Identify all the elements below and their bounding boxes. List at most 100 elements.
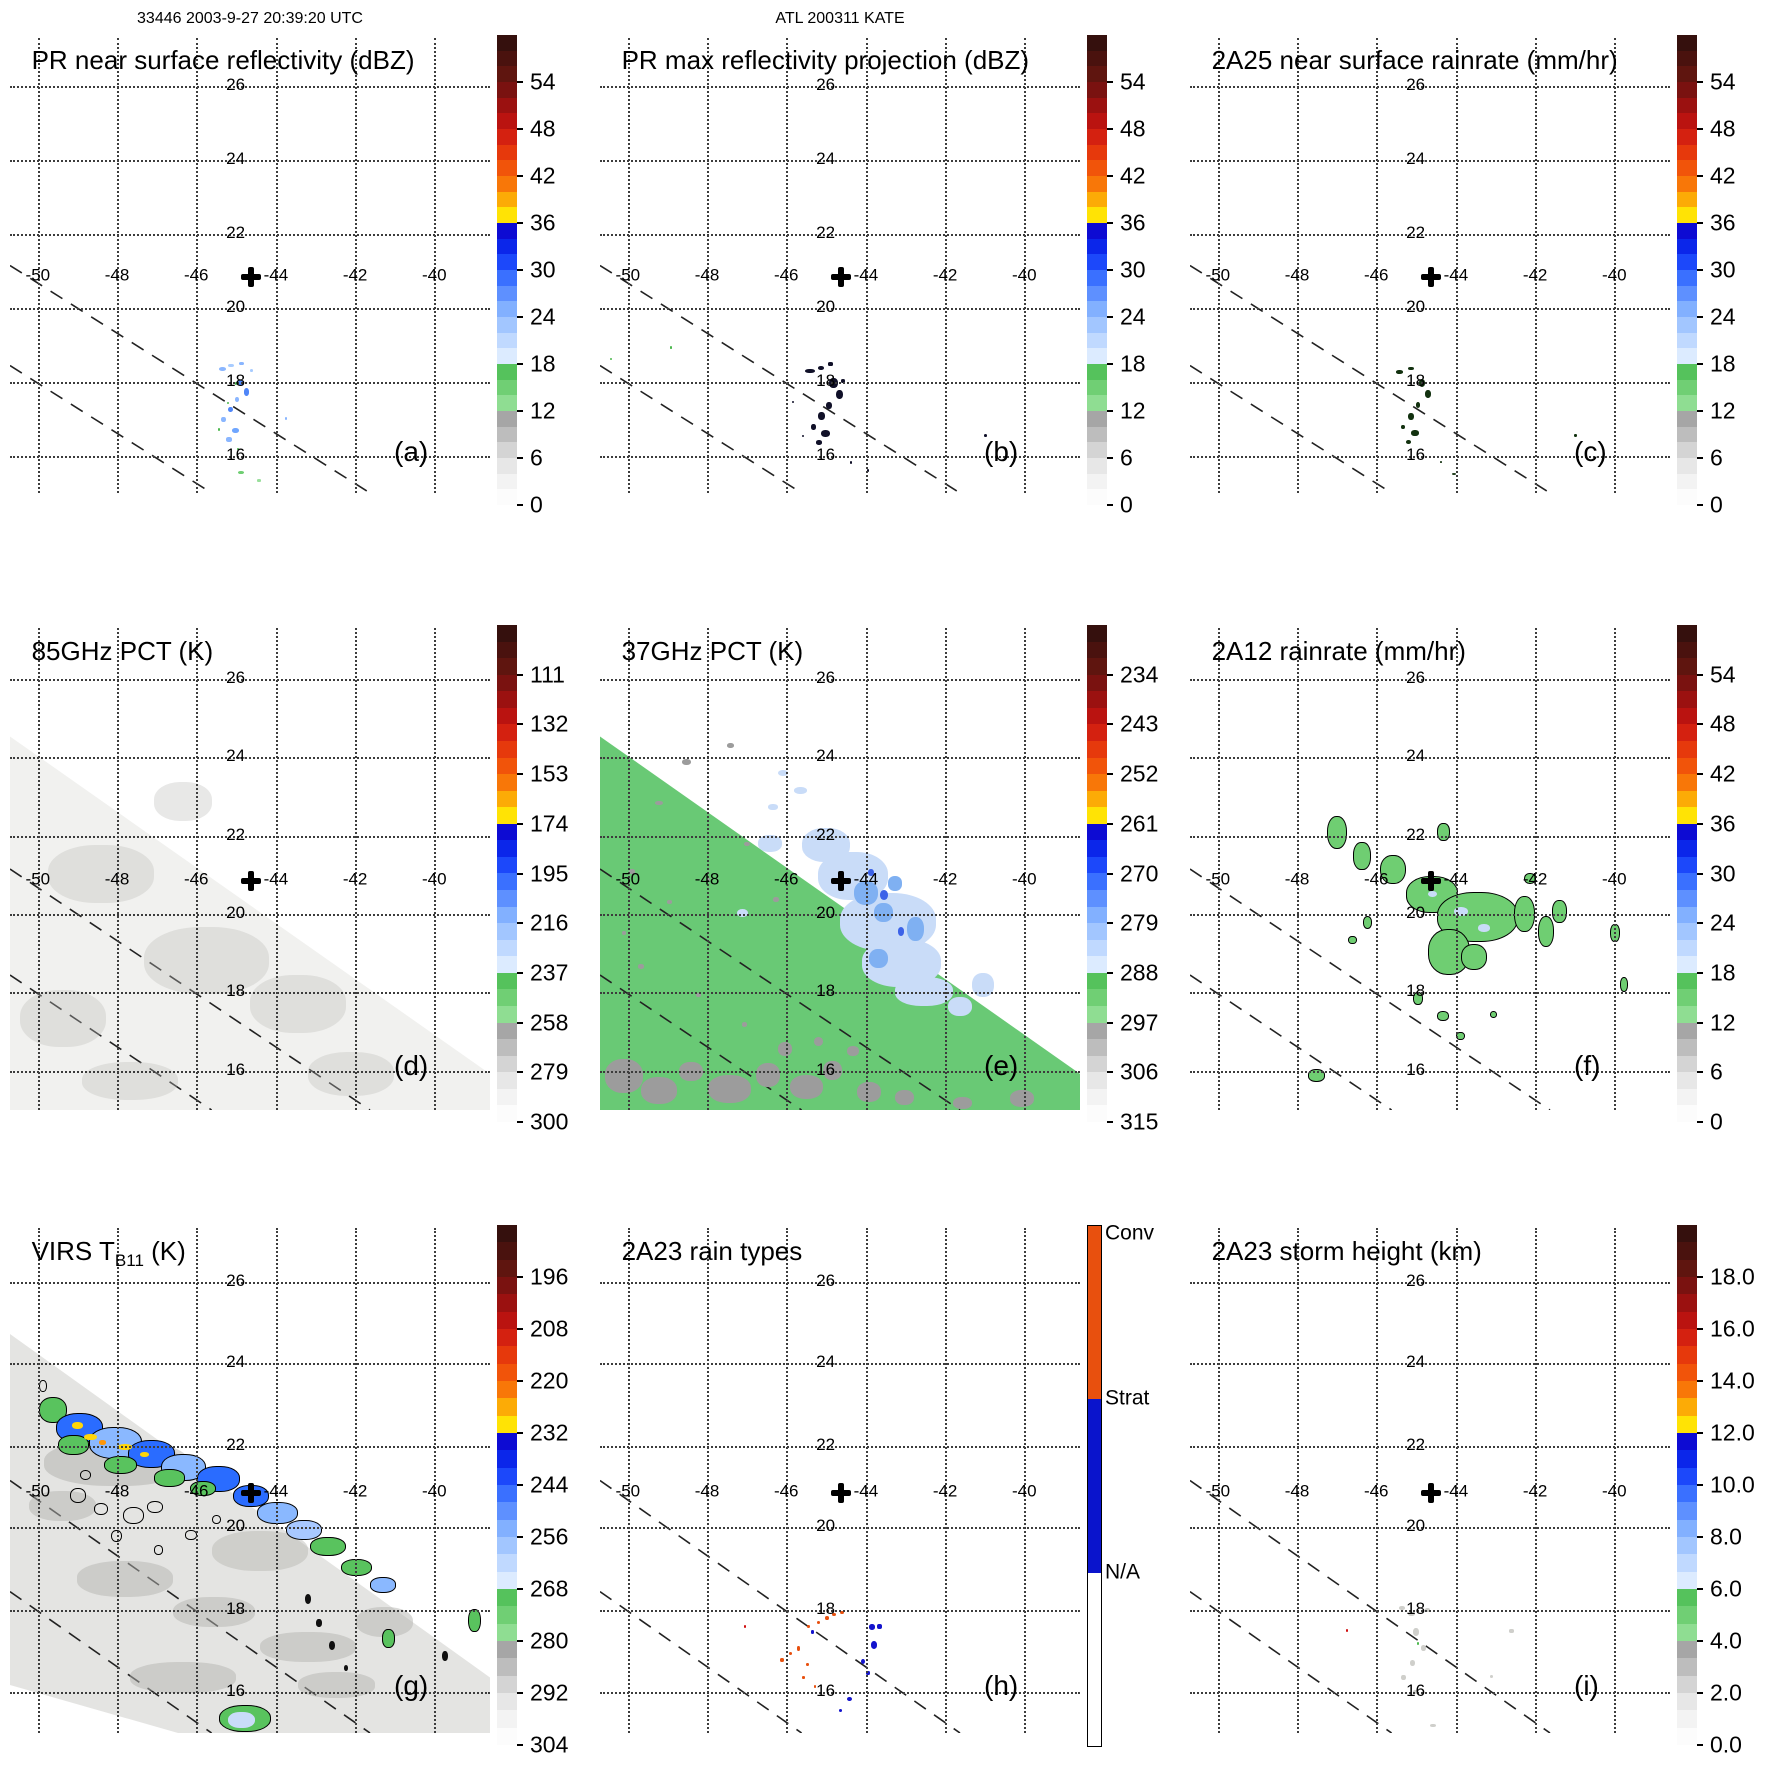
map-panel-d: 26 24 22 20 18 16 -50 -48 -46 -44 -42 -40 85GHz PCT …	[10, 628, 490, 1110]
colorbar-cell	[1087, 1039, 1107, 1056]
swath-edge-line	[600, 264, 961, 493]
lat-label: 18	[226, 981, 246, 1001]
lat-label: 24	[816, 149, 836, 169]
colorbar-cell	[1087, 658, 1107, 675]
panel-title: PR max reflectivity projection (dBZ)	[622, 45, 1029, 76]
colorbar-cell	[1087, 332, 1107, 349]
colorbar-cell	[497, 1623, 517, 1641]
swath-edge-line	[1190, 974, 1393, 1110]
colorbar-cell	[1087, 35, 1107, 51]
lon-label: -48	[104, 265, 130, 285]
lon-label: -42	[342, 869, 368, 889]
colorbar-tick	[517, 1328, 523, 1330]
data-patch	[1538, 916, 1555, 948]
data-patch	[259, 1632, 356, 1663]
colorbar-cell	[497, 1363, 517, 1381]
data-patch	[48, 844, 154, 903]
lat-label: 22	[226, 223, 246, 243]
colorbar-cell	[1677, 301, 1697, 318]
colorbar-cell	[497, 317, 517, 333]
panel-letter: (a)	[394, 436, 429, 468]
colorbar-cell	[497, 1259, 517, 1277]
colorbar: 54 48 42 36 30 24 18 12 6 0	[1087, 35, 1177, 516]
data-patch	[1415, 402, 1421, 408]
lon-label: -40	[1602, 265, 1627, 285]
colorbar-cell	[1087, 160, 1107, 177]
colorbar-tick	[1697, 1640, 1703, 1642]
colorbar-tick-label: 6	[530, 444, 543, 471]
colorbar-tick-label: 18	[1120, 350, 1146, 377]
colorbar-tick	[1107, 872, 1113, 875]
colorbar-tick-label: 288	[1120, 959, 1159, 986]
gridline-lon	[1455, 38, 1458, 493]
colorbar-cell	[1677, 1588, 1697, 1607]
data-patch	[236, 447, 240, 450]
colorbar-cell	[1087, 923, 1107, 940]
lat-label: 16	[816, 1060, 836, 1080]
lon-label: -40	[1012, 869, 1037, 889]
colorbar-tick-label: 42	[1710, 760, 1736, 787]
lon-label: -46	[773, 1481, 799, 1501]
data-patch	[146, 1500, 164, 1513]
colorbar-tick-label: 18	[1710, 350, 1736, 377]
colorbar-cell	[1677, 939, 1697, 957]
panel-letter: (c)	[1574, 436, 1607, 468]
storm-center-marker	[240, 266, 261, 287]
storm-center-marker	[1420, 266, 1441, 287]
colorbar-bar	[1677, 1225, 1697, 1745]
colorbar-cell	[1677, 1692, 1697, 1711]
data-patch	[817, 365, 825, 370]
lon-label: -50	[1205, 265, 1231, 285]
colorbar-tick-label: 12	[1710, 1009, 1736, 1036]
lat-label: 20	[226, 902, 246, 922]
lat-label: 24	[226, 1352, 246, 1372]
colorbar-cell	[1677, 317, 1697, 333]
lat-label: 26	[226, 668, 246, 688]
colorbar-cell	[1677, 1640, 1697, 1659]
colorbar-tick	[1107, 222, 1113, 224]
data-patch	[1427, 890, 1438, 898]
colorbar-tick	[1697, 128, 1703, 130]
panel-title: 2A12 rainrate (mm/hr)	[1212, 636, 1466, 667]
colorbar-tick	[517, 723, 523, 726]
colorbar-tick	[1697, 1071, 1703, 1074]
colorbar-tick-label: 30	[1710, 256, 1736, 283]
panel-letter: (g)	[394, 1669, 429, 1701]
lon-label: -42	[1522, 265, 1548, 285]
colorbar-tick-label: 12	[1710, 397, 1736, 424]
colorbar-tick	[517, 1588, 523, 1590]
colorbar-cell	[1677, 641, 1697, 659]
gridline-lon	[786, 1228, 789, 1733]
colorbar-tick-label: 36	[1120, 209, 1146, 236]
colorbar-tick	[517, 175, 523, 177]
colorbar-cell	[1677, 97, 1697, 114]
panel-title: VIRS TB11 (K)	[32, 1236, 186, 1271]
lon-label: -44	[1443, 265, 1469, 285]
lon-label: -50	[25, 265, 51, 285]
colorbar-tick	[1697, 1021, 1703, 1024]
gridline-lat	[600, 1445, 1080, 1448]
colorbar-cell	[1677, 625, 1697, 642]
colorbar-tick	[1107, 673, 1113, 676]
lon-label: -48	[104, 869, 130, 889]
data-patch	[58, 1435, 89, 1455]
lat-label: 26	[226, 75, 246, 95]
colorbar-cell	[497, 1571, 517, 1589]
colorbar-tick-label: 279	[530, 1058, 569, 1085]
colorbar-cell	[1677, 1346, 1697, 1364]
colorbar-tick-label: 280	[530, 1627, 569, 1654]
data-patch	[94, 1503, 109, 1516]
gridline-lat	[10, 86, 490, 89]
gridline-lon	[1376, 1228, 1379, 1733]
lon-label: -42	[932, 265, 958, 285]
data-patch	[727, 742, 735, 748]
panel-title: 2A23 storm height (km)	[1212, 1236, 1482, 1267]
colorbar-tick-label: 36	[1710, 209, 1736, 236]
colorbar-tick	[1107, 1071, 1113, 1074]
colorbar-cell	[1677, 144, 1697, 161]
colorbar-tick-label: 237	[530, 959, 569, 986]
gridline-lon	[707, 1228, 710, 1733]
data-patch	[840, 379, 845, 383]
lon-label: -44	[853, 869, 879, 889]
colorbar-cell	[1087, 489, 1107, 506]
